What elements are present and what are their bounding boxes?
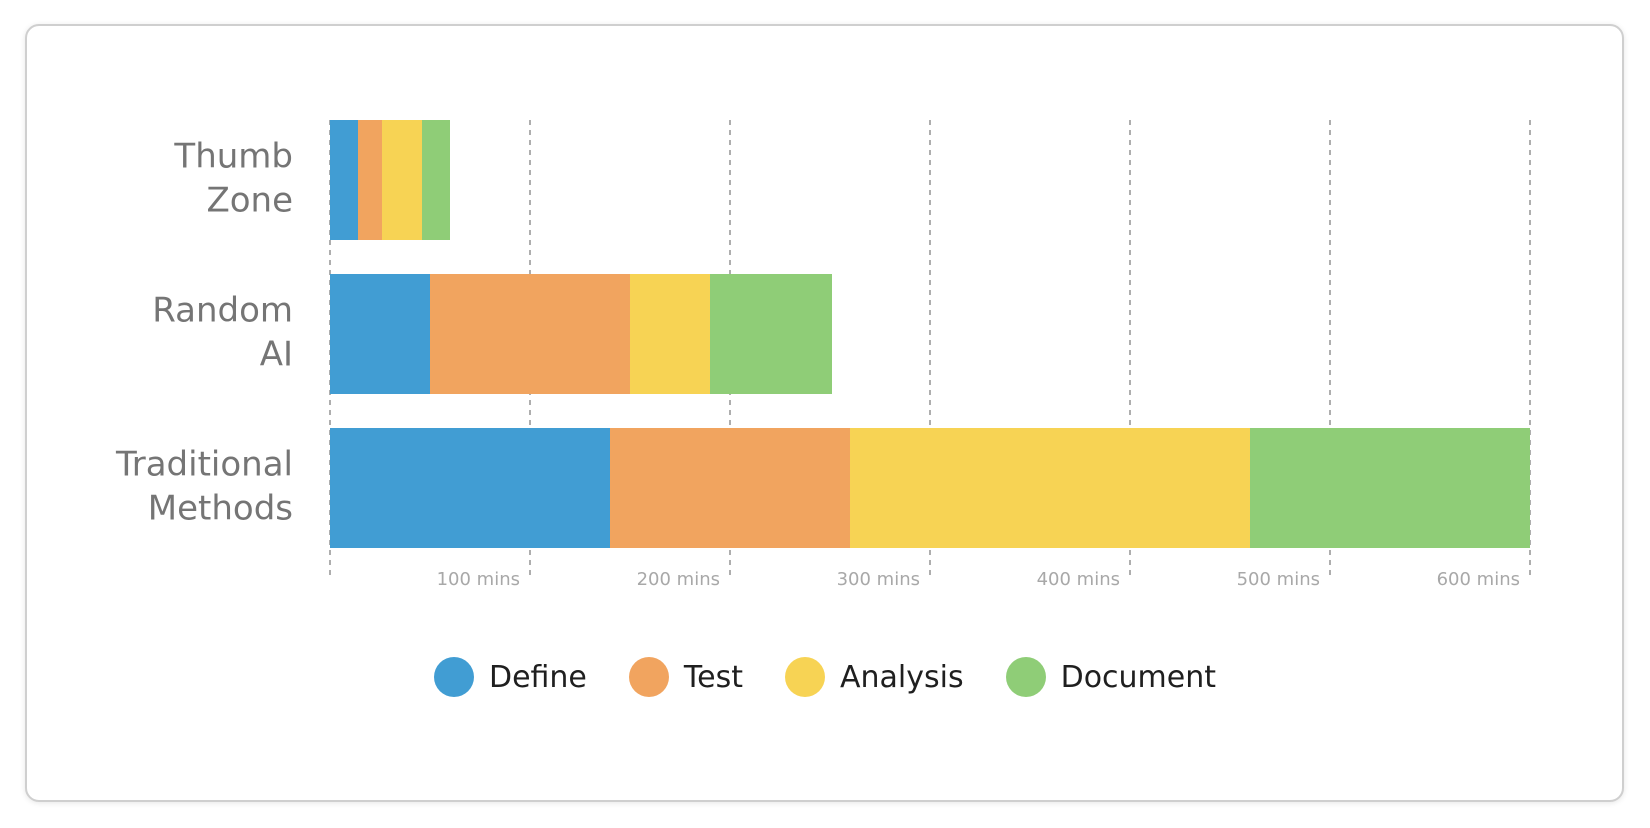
bar-segment-analysis	[850, 428, 1250, 548]
x-tick-label: 500 mins	[1237, 569, 1320, 590]
legend: Define Test Analysis Document	[0, 652, 1650, 702]
category-label: Random	[152, 291, 293, 331]
category-label: Thumb	[173, 137, 293, 177]
bars	[330, 120, 1530, 548]
legend-swatch	[1005, 657, 1046, 697]
legend-label: Test	[683, 659, 743, 695]
bar-segment-analysis	[630, 274, 710, 394]
bar-segment-document	[1250, 428, 1530, 548]
legend-item-test: Test	[628, 657, 743, 697]
category-label: Traditional	[115, 445, 293, 485]
bar-segment-test	[430, 274, 630, 394]
category-label: Zone	[206, 181, 293, 221]
x-tick-label: 400 mins	[1037, 569, 1120, 590]
bar-segment-define	[330, 120, 358, 240]
legend-swatch	[628, 657, 669, 697]
category-label: Methods	[148, 489, 293, 529]
x-tick-label: 300 mins	[837, 569, 920, 590]
legend-item-analysis: Analysis	[784, 657, 964, 697]
bar-segment-define	[330, 428, 610, 548]
legend-label: Define	[488, 659, 587, 695]
x-tick-label: 200 mins	[637, 569, 720, 590]
legend-label: Analysis	[839, 659, 964, 695]
legend-item-define: Define	[433, 657, 587, 697]
bar-segment-define	[330, 274, 430, 394]
legend-item-document: Document	[1005, 657, 1217, 697]
category-label: AI	[260, 335, 293, 375]
x-tick-label: 600 mins	[1437, 569, 1520, 590]
legend-swatch	[784, 657, 825, 697]
legend-swatch	[433, 657, 474, 697]
bar-segment-analysis	[382, 120, 422, 240]
x-tick-label: 100 mins	[437, 569, 520, 590]
legend-label: Document	[1060, 659, 1217, 695]
bar-segment-document	[710, 274, 832, 394]
x-axis-tick-labels: 100 mins 200 mins 300 mins 400 mins 500 mins…	[437, 569, 1520, 590]
bar-segment-document	[422, 120, 450, 240]
bar-segment-test	[358, 120, 382, 240]
bar-segment-test	[610, 428, 850, 548]
